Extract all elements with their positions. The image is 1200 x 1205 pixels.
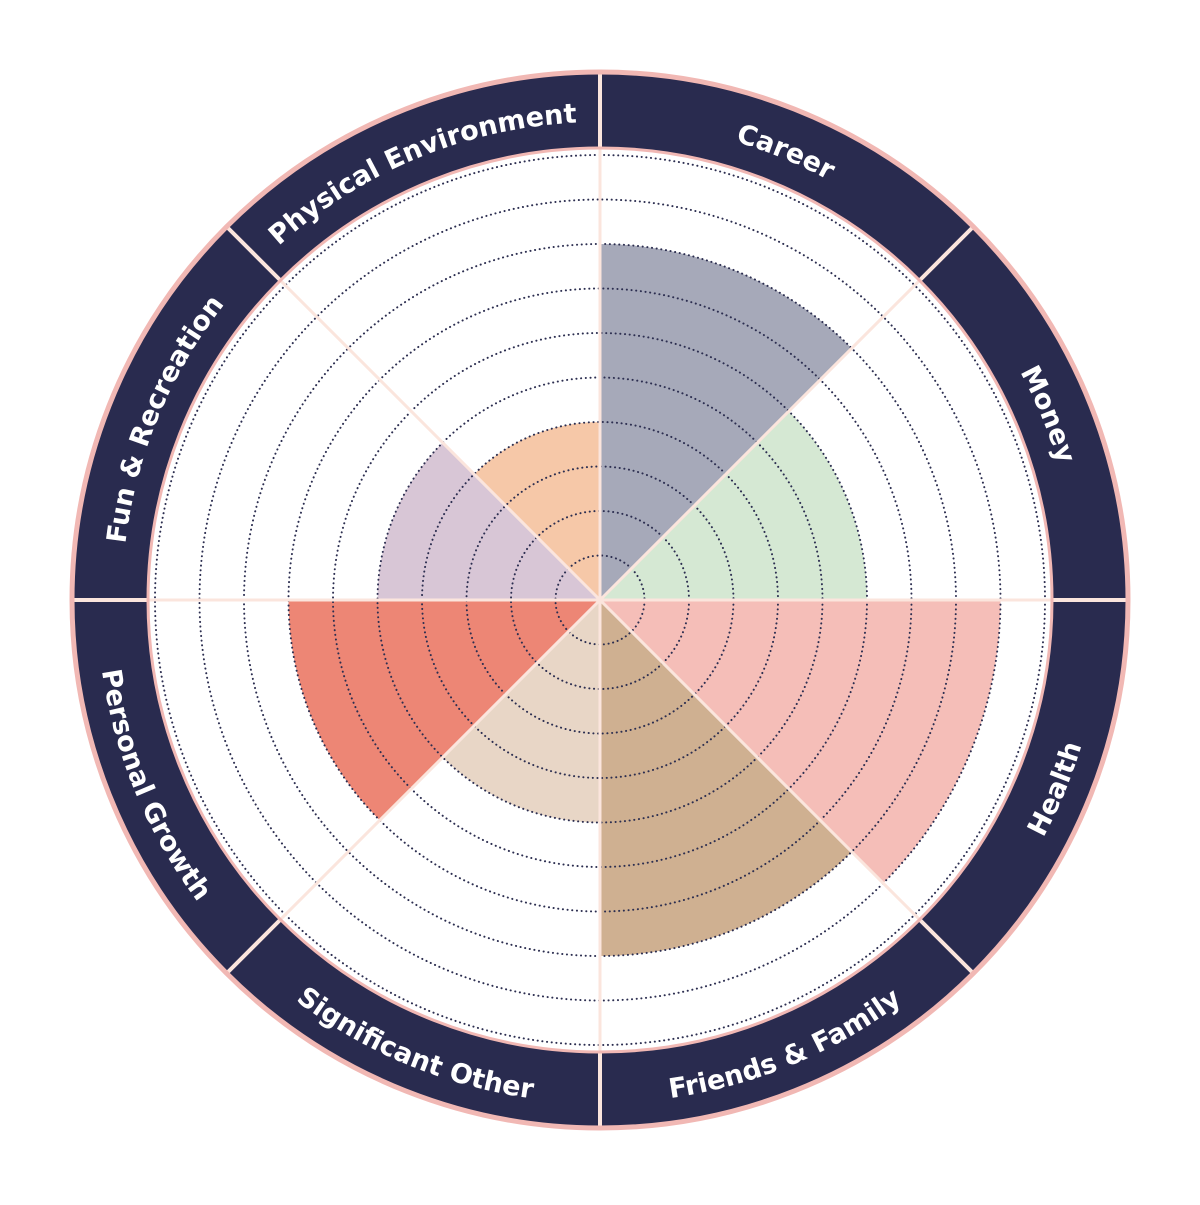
ring-divider-7 bbox=[223, 223, 282, 282]
spoke-3 bbox=[598, 598, 921, 921]
sector-physical-environment bbox=[474, 422, 600, 600]
ring-dividers bbox=[70, 70, 1130, 1130]
spoke-5 bbox=[279, 598, 602, 921]
sector-significant-other bbox=[442, 600, 600, 823]
outer-border bbox=[69, 69, 1131, 1131]
ring-divider-3 bbox=[918, 918, 977, 977]
spoke-7 bbox=[279, 279, 602, 602]
spokes bbox=[148, 148, 1052, 1052]
ring-divider-5 bbox=[223, 918, 282, 977]
sector-health bbox=[600, 600, 1001, 884]
sector-career bbox=[600, 244, 852, 600]
sector-friends-and-family bbox=[600, 600, 852, 956]
sector-fun-and-recreation bbox=[377, 442, 600, 600]
inner-border bbox=[146, 146, 1054, 1054]
sector-money bbox=[600, 411, 867, 600]
value-sectors bbox=[288, 244, 1001, 956]
ring-divider-1 bbox=[918, 223, 977, 282]
spoke-1 bbox=[598, 279, 921, 602]
ring-borders bbox=[69, 69, 1131, 1131]
sector-personal-growth bbox=[288, 600, 600, 821]
